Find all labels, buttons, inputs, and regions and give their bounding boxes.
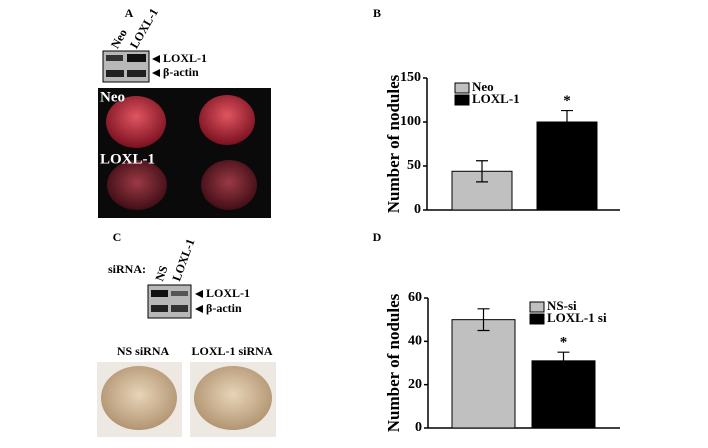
- panel-label: D: [373, 230, 382, 244]
- y-tick-label: 50: [407, 158, 421, 173]
- panel-label: B: [373, 6, 381, 20]
- western-blot: [102, 50, 160, 83]
- legend-label: Neo: [472, 79, 494, 94]
- panel-label: C: [113, 230, 122, 244]
- lung-photo: [97, 362, 276, 437]
- legend-label: LOXL-1 si: [547, 310, 607, 325]
- band-label: β-actin: [163, 65, 199, 79]
- image-label: Neo: [100, 89, 125, 105]
- legend-swatch: [454, 82, 470, 94]
- image-label: NS siRNA: [117, 344, 170, 358]
- image-label: LOXL-1 siRNA: [191, 344, 272, 358]
- y-tick-label: 20: [408, 377, 422, 392]
- western-blot: [147, 284, 203, 319]
- lane-label: Neo: [108, 27, 130, 51]
- y-tick-label: 150: [400, 70, 421, 85]
- legend-label: NS-si: [547, 298, 577, 313]
- lane-label: LOXL-1: [169, 237, 197, 283]
- error-bar: [477, 308, 490, 332]
- error-bar: [557, 351, 570, 371]
- lane-label: NS: [152, 263, 171, 283]
- legend-swatch: [529, 301, 545, 313]
- legend-label: LOXL-1: [472, 91, 520, 106]
- y-tick-label: 40: [408, 334, 422, 349]
- legend-swatch: [454, 94, 470, 106]
- y-tick-label: 0: [414, 202, 421, 217]
- band-label: LOXL-1: [206, 286, 250, 300]
- legend-swatch: [529, 313, 545, 325]
- significance-mark: *: [563, 93, 571, 109]
- significance-mark: *: [560, 335, 568, 351]
- panel-label: A: [125, 6, 134, 20]
- bar: [451, 319, 516, 429]
- bar: [531, 360, 596, 429]
- image-label: LOXL-1: [100, 151, 155, 167]
- blot-prefix: siRNA:: [108, 262, 146, 276]
- band-label: β-actin: [206, 301, 242, 315]
- lung-photo: [98, 88, 271, 218]
- y-tick-label: 100: [400, 114, 421, 129]
- y-axis-label: Number of nodules: [384, 74, 403, 213]
- y-tick-label: 60: [408, 290, 422, 305]
- y-axis-label: Number of nodules: [384, 293, 403, 432]
- error-bar: [561, 109, 573, 135]
- band-label: LOXL-1: [163, 51, 207, 65]
- y-tick-label: 0: [415, 420, 422, 435]
- error-bar: [476, 160, 488, 183]
- bar: [536, 121, 598, 211]
